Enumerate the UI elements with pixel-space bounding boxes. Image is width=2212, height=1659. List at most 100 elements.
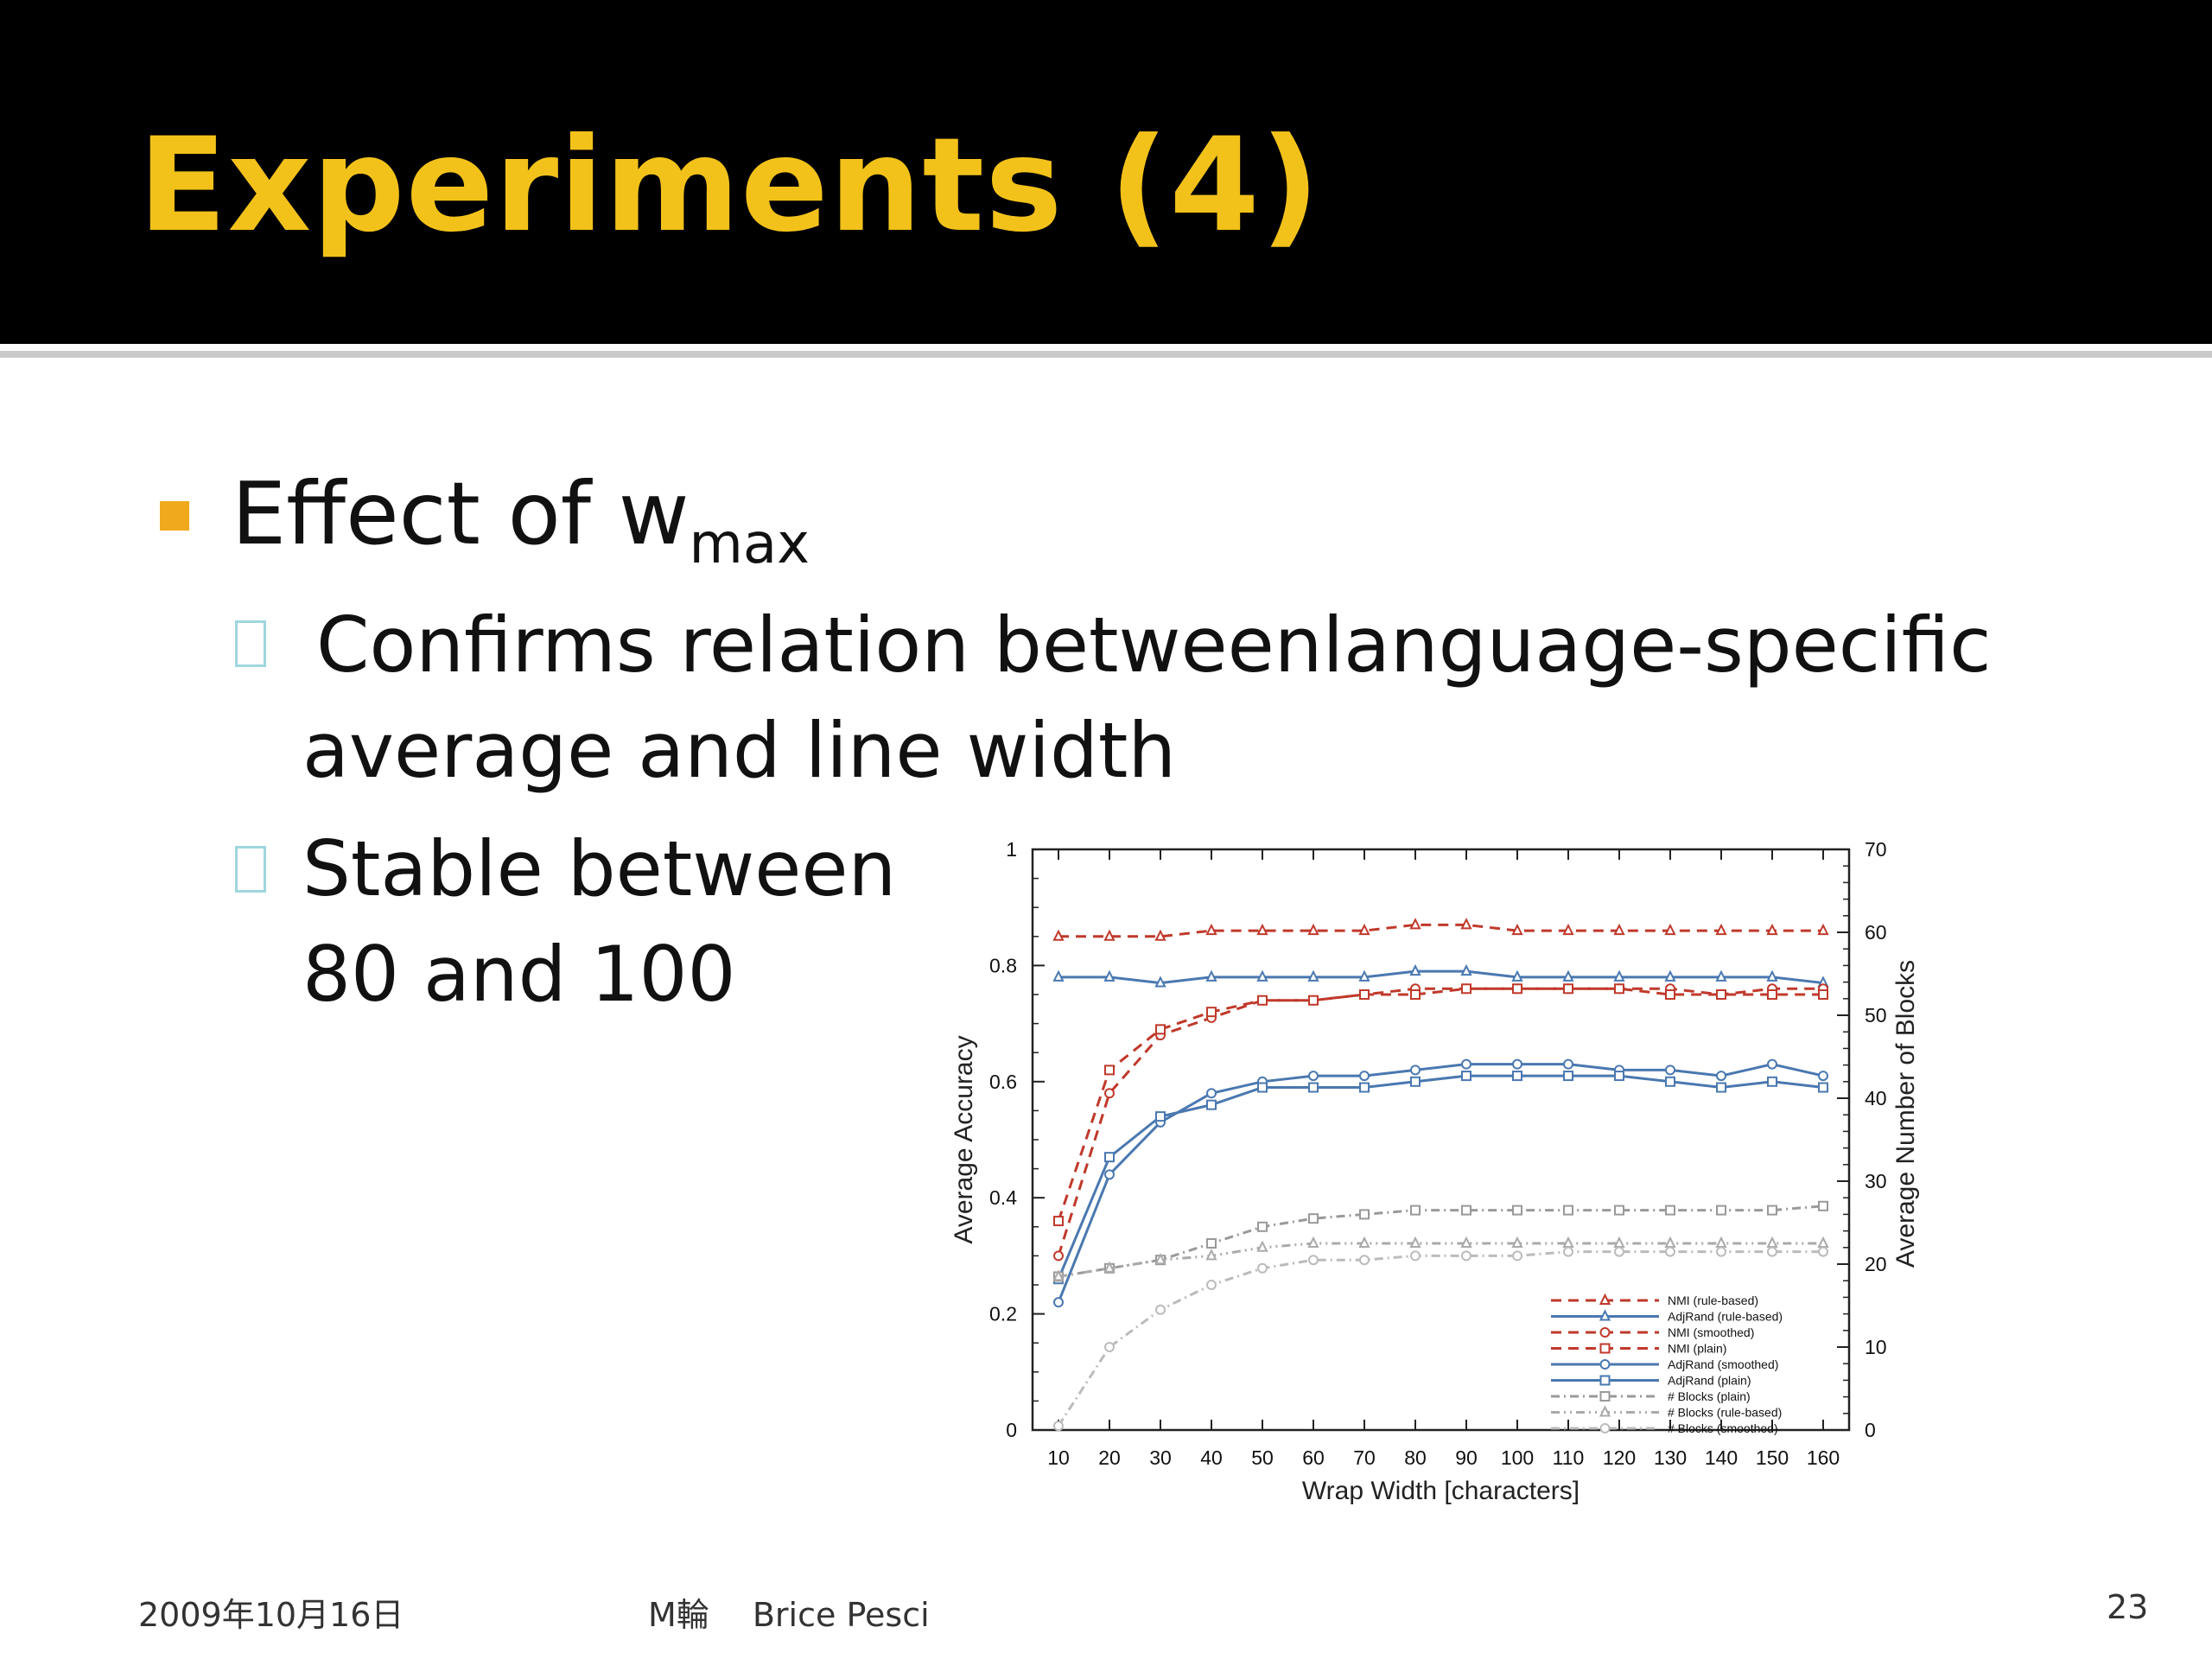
y-right-tick-label: 40	[1865, 1087, 1887, 1109]
series-8-point	[1818, 1246, 1828, 1257]
bullet-main-subscript: max	[689, 512, 810, 576]
series-8-point	[1665, 1246, 1675, 1257]
bullet-main-text: Effect of wmax	[232, 467, 810, 575]
x-tick-label: 20	[1098, 1446, 1121, 1469]
series-1-point	[1511, 969, 1523, 982]
series-1-point	[1307, 969, 1319, 982]
sub-bullet-1-line-2: average and line width	[302, 706, 1177, 795]
series-5-point	[1257, 1082, 1268, 1093]
series-6-point	[1767, 1205, 1777, 1216]
series-0-point	[1664, 923, 1676, 936]
series-8-point	[1155, 1304, 1166, 1315]
series-5-point	[1410, 1076, 1421, 1087]
series-8-point	[1206, 1280, 1217, 1290]
legend-entry-4: AdjRand (smoothed)	[1668, 1357, 1778, 1371]
series-3-point	[1359, 989, 1370, 1000]
x-tick-label: 150	[1756, 1446, 1789, 1469]
series-0-point	[1460, 918, 1472, 930]
chart-svg: 10 20 30 40 50 60 70 80 90 100 110 120 130 140 150 1600…	[950, 838, 1920, 1505]
series-7-point	[1409, 1236, 1421, 1248]
series-4-point	[1053, 1297, 1064, 1308]
legend-entry-0: NMI (rule-based)	[1668, 1294, 1758, 1307]
series-8-point	[1308, 1255, 1319, 1266]
wrap-width-chart: 10 20 30 40 50 60 70 80 90 100 110 120 130 140 150 160 0…	[933, 817, 1970, 1534]
series-0-point	[1817, 923, 1829, 936]
series-7-point	[1358, 1236, 1370, 1248]
series-8-point	[1614, 1246, 1624, 1257]
series-1-point	[1052, 969, 1065, 982]
series-4-point	[1767, 1058, 1777, 1070]
x-tick-label: 30	[1149, 1446, 1172, 1469]
series-6-point	[1206, 1238, 1217, 1249]
series-2-point	[1104, 1088, 1115, 1099]
series-line-7	[1058, 1242, 1823, 1278]
series-3-point	[1104, 1065, 1115, 1076]
series-8-point	[1767, 1246, 1777, 1257]
series-3-point	[1053, 1216, 1064, 1227]
series-6-point	[1461, 1205, 1471, 1216]
series-0-point	[1052, 929, 1065, 941]
series-0-point	[1205, 923, 1217, 936]
series-1-point	[1358, 969, 1370, 982]
series-4-point	[1359, 1071, 1370, 1082]
series-6-point	[1614, 1205, 1624, 1216]
series-0-point	[1409, 918, 1421, 930]
series-6-point	[1410, 1205, 1421, 1216]
series-6-point	[1257, 1221, 1268, 1232]
series-8-point	[1053, 1421, 1064, 1432]
legend-marker-6	[1599, 1391, 1611, 1402]
y-right-tick-label: 10	[1865, 1336, 1887, 1358]
series-4-point	[1308, 1071, 1319, 1082]
series-3-point	[1512, 983, 1522, 995]
series-5-point	[1767, 1076, 1777, 1087]
series-7-point	[1613, 1236, 1625, 1248]
series-5-point	[1461, 1071, 1471, 1082]
series-8-point	[1512, 1250, 1522, 1262]
series-4-point	[1512, 1058, 1522, 1070]
sub-bullet-2-line-1: Stable between	[302, 824, 897, 913]
series-line-4	[1057, 1063, 1824, 1303]
legend-marker-8	[1599, 1423, 1611, 1433]
series-4-point	[1563, 1058, 1573, 1070]
y-right-tick-label: 30	[1865, 1170, 1887, 1192]
series-0-point	[1715, 923, 1727, 936]
series-6-point	[1359, 1209, 1370, 1220]
legend-entry-6: # Blocks (plain)	[1668, 1389, 1751, 1403]
x-tick-label: 90	[1455, 1446, 1478, 1469]
series-1-point	[1766, 969, 1778, 982]
slide-title: Experiments (4)	[138, 111, 1321, 261]
series-7-point	[1562, 1236, 1574, 1248]
x-tick-label: 50	[1251, 1446, 1274, 1469]
legend-marker-5	[1599, 1375, 1611, 1386]
series-3-point	[1818, 989, 1828, 1000]
sub-bullet-box-icon	[235, 620, 266, 667]
series-1-point	[1409, 963, 1421, 976]
series-7-point	[1715, 1236, 1727, 1248]
series-line-0	[1058, 923, 1823, 938]
series-5-point	[1665, 1076, 1675, 1087]
series-3-point	[1257, 995, 1268, 1006]
series-3-point	[1716, 989, 1726, 1000]
x-tick-label: 40	[1200, 1446, 1223, 1469]
series-4-point	[1716, 1071, 1726, 1082]
legend-marker-3	[1599, 1343, 1611, 1354]
series-5-point	[1614, 1071, 1624, 1082]
series-5-point	[1563, 1071, 1573, 1082]
series-6-point	[1716, 1205, 1726, 1216]
legend-marker-7	[1599, 1405, 1611, 1417]
title-divider	[0, 351, 2212, 358]
series-7-point	[1052, 1269, 1065, 1281]
legend-entry-2: NMI (smoothed)	[1668, 1325, 1754, 1339]
series-7-point	[1307, 1236, 1319, 1248]
bullet-square-icon	[160, 501, 189, 531]
series-6-point	[1818, 1200, 1828, 1211]
series-0-point	[1103, 929, 1116, 941]
legend-marker-0	[1599, 1293, 1611, 1305]
series-1-point	[1154, 976, 1166, 988]
x-tick-label: 80	[1404, 1446, 1427, 1469]
series-0-point	[1766, 923, 1778, 936]
series-1-point	[1613, 969, 1625, 982]
series-7-point	[1256, 1240, 1268, 1252]
series-line-2	[1057, 987, 1823, 1256]
legend-entry-7: # Blocks (rule-based)	[1668, 1406, 1782, 1420]
